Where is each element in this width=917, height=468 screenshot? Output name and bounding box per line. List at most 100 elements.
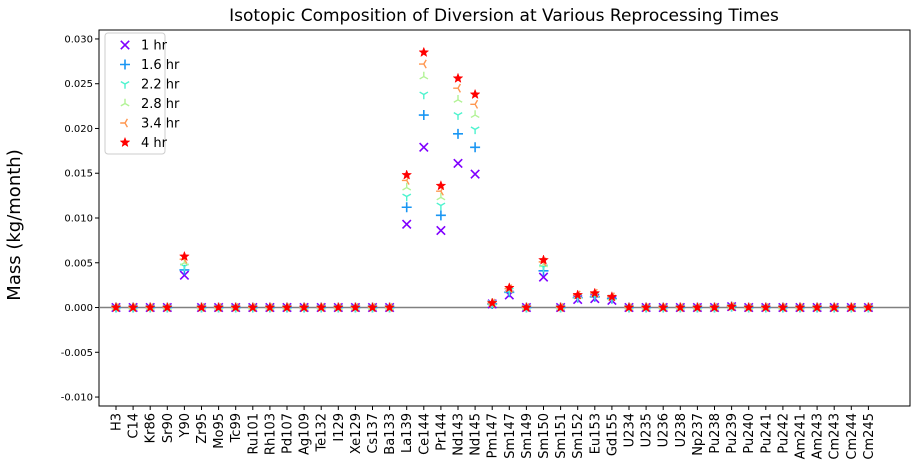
y-axis-label: Mass (kg/month)	[4, 149, 25, 300]
x-tick-label: Am241	[794, 413, 809, 459]
x-tick-label: U238	[674, 413, 689, 447]
data-point	[436, 202, 446, 211]
data-point	[623, 301, 635, 313]
data-point	[794, 301, 806, 313]
x-tick-label: Pu241	[759, 413, 774, 454]
x-tick-label: Tc99	[229, 413, 244, 443]
data-point	[453, 158, 463, 169]
data-point	[486, 297, 498, 308]
series-5	[110, 46, 874, 313]
y-tick-label: 0.020	[64, 124, 93, 135]
data-point	[435, 210, 446, 221]
data-point	[127, 301, 139, 313]
data-point	[640, 301, 652, 313]
data-point	[178, 250, 190, 262]
x-tick-label: Eu153	[588, 413, 603, 454]
data-point	[760, 301, 772, 313]
data-point	[436, 225, 446, 236]
data-point	[657, 301, 669, 313]
data-point	[230, 301, 242, 313]
data-point	[435, 180, 447, 191]
legend-marker	[120, 118, 129, 128]
data-point	[606, 291, 618, 302]
x-tick-label: Nd145	[469, 413, 484, 456]
x-tick-label: Nd143	[452, 413, 467, 456]
chart-title: Isotopic Composition of Diversion at Var…	[229, 6, 779, 26]
legend-marker	[120, 40, 130, 50]
x-tick-label: Pu242	[776, 413, 791, 454]
x-tick-label: Sm150	[537, 413, 552, 459]
data-point	[470, 169, 480, 179]
x-tick-label: Mo95	[212, 413, 227, 449]
x-tick-label: H3	[110, 413, 125, 431]
legend-box	[104, 32, 166, 155]
data-point	[367, 301, 378, 313]
y-tick-label: 0.015	[64, 169, 93, 180]
data-point	[520, 301, 532, 313]
legend-label: 1.6 hr	[141, 58, 180, 73]
data-point	[470, 142, 481, 153]
data-point	[349, 301, 361, 313]
legend-label: 3.4 hr	[141, 117, 180, 132]
y-tick-label: 0.005	[64, 258, 93, 269]
x-tick-label: Gd155	[605, 413, 620, 456]
legend: 1 hr 1.6 hr 2.2 hr 2.8 hr 3.4 hr 4 hr	[104, 32, 180, 155]
x-tick-label: Cm245	[862, 413, 877, 460]
x-tick-label: Kr86	[144, 413, 159, 443]
data-point	[144, 301, 156, 313]
legend-label: 4 hr	[141, 136, 168, 151]
x-tick-label: Pu238	[708, 413, 723, 454]
data-point	[418, 46, 430, 58]
data-point	[453, 83, 462, 93]
y-tick-label: 0.000	[64, 303, 93, 314]
legend-marker	[120, 80, 130, 89]
x-tick-label: U236	[657, 413, 672, 447]
data-point	[691, 301, 703, 313]
x-tick-label: Cm243	[828, 413, 843, 460]
data-point	[709, 301, 720, 313]
y-tick-label: -0.010	[61, 393, 93, 404]
plot-area	[98, 29, 911, 407]
x-tick-label: Sm152	[571, 413, 586, 459]
x-tick-label: U235	[640, 413, 655, 447]
legend-marker	[120, 98, 130, 107]
data-point	[503, 282, 515, 293]
data-point	[161, 301, 173, 313]
data-point	[470, 110, 480, 119]
data-point	[589, 287, 601, 298]
x-tick-label: Pd107	[281, 413, 296, 454]
data-point	[384, 301, 396, 313]
data-point	[453, 128, 463, 139]
data-point	[298, 301, 310, 313]
x-tick-label: Cs137	[366, 413, 381, 454]
data-point	[419, 91, 429, 100]
legend-label: 2.2 hr	[141, 78, 180, 93]
data-point	[402, 182, 412, 191]
x-tick-label: Pu240	[742, 413, 757, 454]
x-tick-label: Ce144	[417, 413, 432, 455]
data-point	[281, 301, 293, 313]
data-point	[777, 301, 789, 313]
y-tick-label: 0.010	[64, 214, 93, 225]
x-tick-label: Sm149	[520, 413, 535, 459]
data-point	[743, 301, 755, 313]
series-1	[111, 110, 874, 313]
data-point	[811, 301, 823, 313]
data-point	[453, 112, 463, 120]
data-point	[862, 301, 874, 313]
data-point	[726, 300, 738, 312]
data-point	[452, 72, 464, 83]
data-point	[674, 301, 686, 313]
data-point	[419, 142, 429, 153]
data-point	[419, 71, 429, 80]
series-3	[111, 71, 873, 311]
x-tick-label: Pr144	[434, 413, 449, 451]
data-point	[418, 110, 429, 121]
x-tick-label: Ru101	[246, 413, 261, 455]
legend-marker	[119, 136, 131, 148]
legend-label: 2.8 hr	[141, 97, 180, 112]
x-tick-label: I129	[332, 413, 347, 442]
x-tick-label: Pm147	[486, 413, 501, 458]
data-point	[332, 301, 344, 313]
